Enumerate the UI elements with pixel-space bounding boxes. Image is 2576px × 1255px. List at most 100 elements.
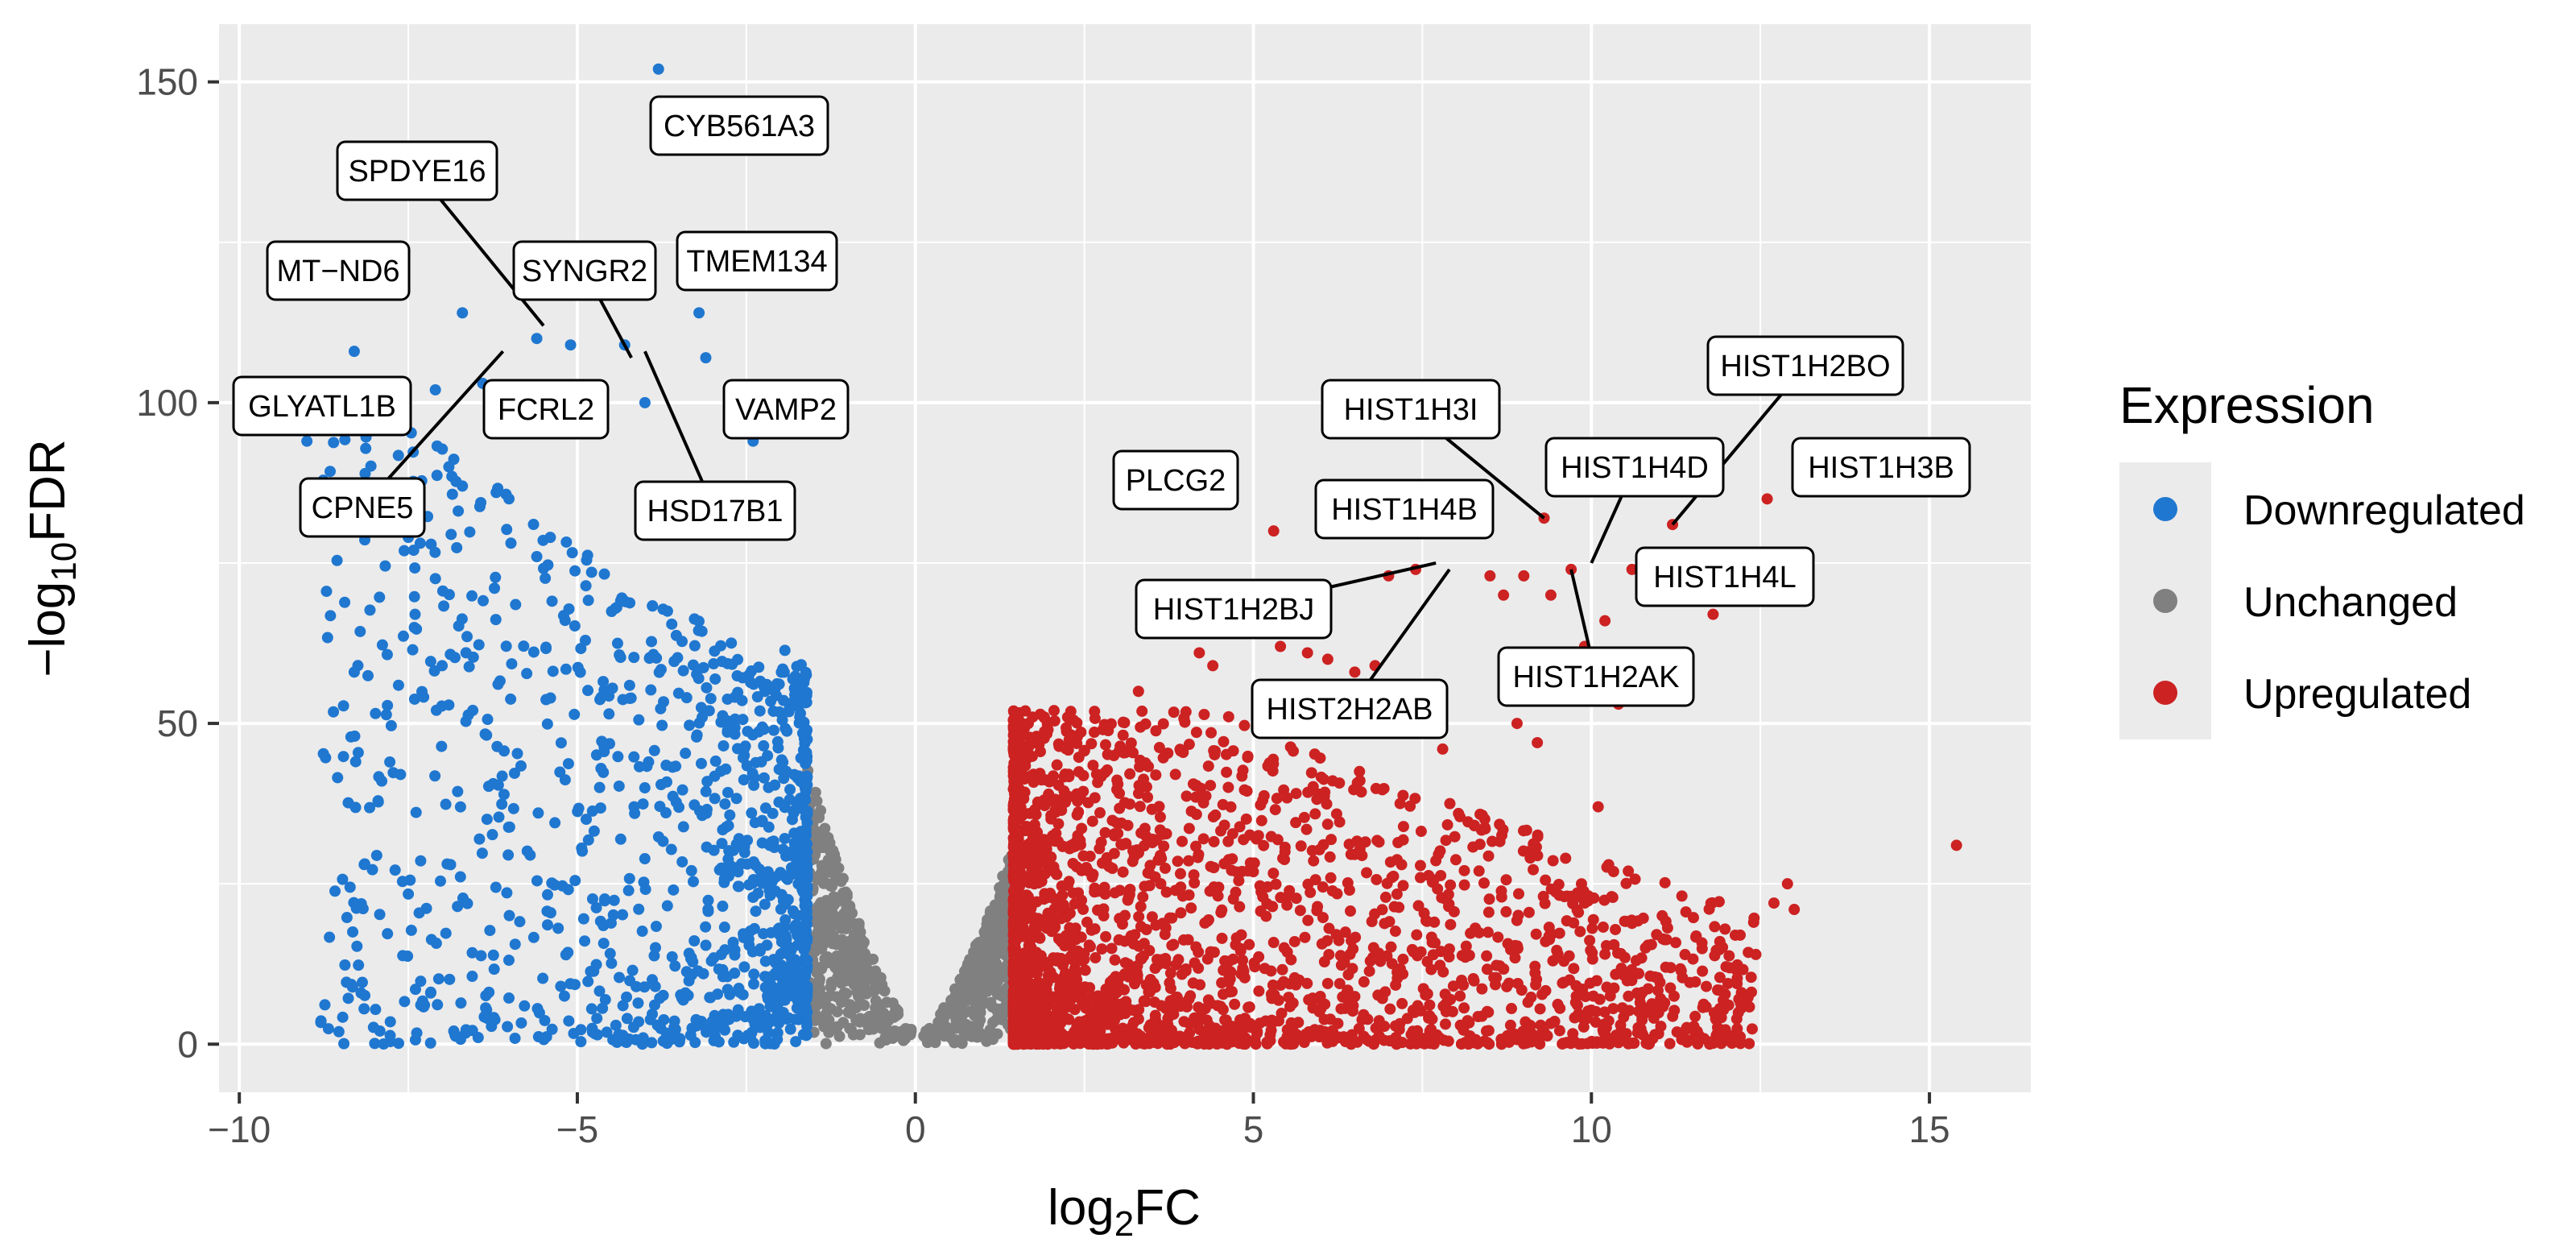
point-upregulated bbox=[1056, 840, 1069, 852]
point-downregulated bbox=[328, 706, 340, 718]
point-upregulated bbox=[1209, 1028, 1221, 1040]
point-downregulated bbox=[784, 1023, 796, 1035]
point-unchanged bbox=[811, 795, 823, 807]
point-downregulated bbox=[521, 668, 533, 680]
point-downregulated bbox=[544, 692, 556, 704]
point-downregulated bbox=[502, 1021, 514, 1033]
point-downregulated bbox=[575, 1024, 587, 1036]
point-downregulated bbox=[626, 964, 639, 976]
gene-label-text: HIST1H2AK bbox=[1513, 661, 1680, 694]
point-upregulated bbox=[1743, 1038, 1755, 1050]
point-upregulated bbox=[1073, 766, 1085, 778]
point-unchanged bbox=[813, 975, 825, 988]
point-upregulated bbox=[1421, 988, 1433, 1000]
point-downregulated bbox=[440, 927, 452, 939]
point-downregulated bbox=[722, 984, 734, 996]
y-tick-label: 50 bbox=[157, 702, 198, 744]
point-downregulated bbox=[791, 924, 803, 936]
point-downregulated bbox=[582, 594, 594, 607]
point-downregulated bbox=[519, 1000, 531, 1012]
point-downregulated bbox=[702, 903, 714, 915]
point-upregulated bbox=[1242, 750, 1254, 762]
point-upregulated bbox=[1454, 990, 1466, 1002]
point-upregulated bbox=[1094, 843, 1106, 855]
point-downregulated bbox=[374, 591, 386, 603]
point-upregulated bbox=[1238, 784, 1251, 796]
point-upregulated bbox=[1041, 892, 1053, 904]
point-downregulated bbox=[424, 987, 436, 999]
point-upregulated bbox=[1028, 1024, 1040, 1036]
point-upregulated bbox=[1007, 728, 1019, 740]
point-upregulated bbox=[1238, 971, 1251, 984]
gene-label-text: MT−ND6 bbox=[276, 255, 399, 288]
point-upregulated bbox=[1090, 885, 1102, 897]
point-upregulated bbox=[1667, 1010, 1679, 1022]
point-upregulated bbox=[1116, 918, 1128, 930]
point-upregulated bbox=[1284, 1000, 1296, 1013]
point-upregulated bbox=[1023, 937, 1036, 949]
point-unchanged bbox=[814, 868, 826, 880]
point-downregulated bbox=[759, 802, 771, 814]
point-upregulated bbox=[1343, 884, 1355, 897]
point-downregulated bbox=[780, 1013, 792, 1025]
point-upregulated bbox=[1506, 1003, 1518, 1015]
point-downregulated bbox=[369, 1038, 381, 1050]
point-downregulated bbox=[555, 737, 567, 749]
gene-label-box bbox=[1706, 335, 1904, 396]
point-upregulated bbox=[1659, 876, 1671, 888]
point-downregulated bbox=[566, 547, 578, 559]
point-upregulated bbox=[1154, 811, 1166, 823]
point-downregulated bbox=[656, 719, 668, 731]
point-downregulated bbox=[631, 980, 643, 992]
point-upregulated bbox=[1218, 819, 1230, 831]
point-upregulated bbox=[1052, 1021, 1065, 1033]
point-downregulated bbox=[709, 645, 721, 657]
point-upregulated bbox=[1393, 901, 1405, 913]
point-upregulated bbox=[1626, 563, 1638, 575]
point-upregulated bbox=[1608, 938, 1620, 951]
point-unchanged bbox=[823, 1014, 835, 1026]
data-points bbox=[301, 63, 1962, 1050]
point-downregulated bbox=[378, 1038, 390, 1050]
gene-label-text: CPNE5 bbox=[312, 491, 414, 525]
point-upregulated bbox=[1397, 880, 1409, 892]
point-downregulated bbox=[415, 975, 427, 988]
point-upregulated bbox=[1099, 826, 1111, 839]
point-downregulated bbox=[801, 890, 813, 902]
point-upregulated bbox=[1334, 950, 1346, 962]
point-upregulated bbox=[1570, 980, 1582, 992]
point-downregulated bbox=[599, 994, 611, 1006]
point-downregulated bbox=[424, 1037, 436, 1049]
point-downregulated bbox=[590, 901, 602, 913]
point-upregulated bbox=[1178, 713, 1190, 725]
point-upregulated bbox=[1768, 897, 1780, 909]
point-upregulated bbox=[1158, 840, 1170, 852]
gene-label-box bbox=[1635, 546, 1815, 607]
point-upregulated bbox=[1586, 953, 1598, 965]
point-upregulated bbox=[1354, 843, 1366, 855]
point-upregulated bbox=[1007, 1027, 1019, 1039]
point-downregulated bbox=[700, 939, 712, 951]
point-downregulated bbox=[700, 785, 712, 797]
point-downregulated bbox=[384, 1029, 396, 1042]
point-upregulated bbox=[1193, 647, 1205, 659]
point-downregulated bbox=[380, 709, 392, 721]
point-downregulated bbox=[562, 758, 574, 770]
point-unchanged bbox=[992, 1003, 1004, 1015]
point-upregulated bbox=[1267, 937, 1280, 949]
point-downregulated bbox=[771, 677, 783, 690]
point-upregulated bbox=[1316, 938, 1328, 950]
point-upregulated bbox=[1391, 854, 1403, 866]
point-upregulated bbox=[1584, 934, 1596, 946]
point-downregulated bbox=[766, 876, 778, 888]
point-downregulated bbox=[569, 565, 581, 577]
point-unchanged bbox=[887, 997, 899, 1009]
point-unchanged bbox=[854, 1013, 866, 1025]
point-downregulated bbox=[748, 779, 760, 791]
point-upregulated bbox=[1600, 1021, 1612, 1033]
point-downregulated bbox=[632, 997, 644, 1009]
point-downregulated bbox=[454, 801, 466, 813]
point-downregulated bbox=[385, 719, 397, 731]
point-downregulated bbox=[651, 652, 663, 664]
point-upregulated bbox=[1396, 997, 1408, 1009]
